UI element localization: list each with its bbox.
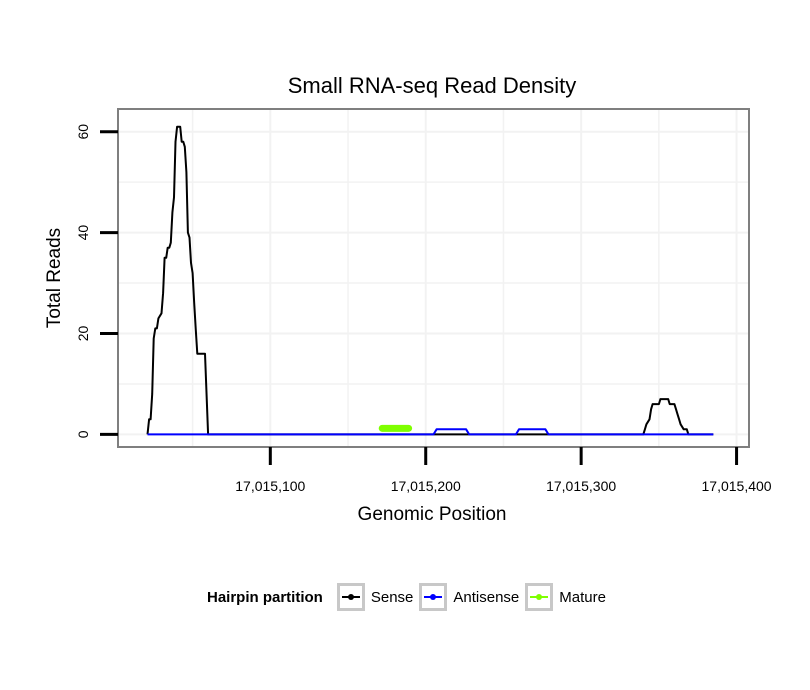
y-axis-label: Total Reads [44, 228, 65, 328]
legend-item-sense: Sense [336, 583, 414, 611]
plot-border [117, 108, 750, 448]
legend-label-antisense: Antisense [453, 588, 520, 606]
legend: Hairpin partition Sense Antisense Mature [207, 580, 612, 614]
grid-lines [118, 109, 749, 447]
chart-title: Small RNA-seq Read Density [288, 73, 577, 98]
legend-title: Hairpin partition [207, 588, 323, 606]
series-lines [146, 125, 714, 436]
legend-key-antisense [419, 583, 448, 611]
y-tick-label: 60 [75, 124, 91, 140]
legend-item-antisense: Antisense [419, 583, 519, 611]
x-tick-label: 17,015,400 [702, 478, 772, 494]
legend-dot-sense [347, 594, 354, 600]
y-tick-label: 20 [75, 325, 91, 341]
legend-key-sense [336, 583, 365, 611]
y-tick-label: 40 [75, 225, 91, 241]
x-axis-label: Genomic Position [358, 504, 507, 525]
legend-key-mature [525, 583, 554, 611]
legend-label-mature: Mature [559, 588, 606, 606]
legend-item-mature: Mature [525, 583, 606, 611]
x-tick-label: 17,015,100 [235, 478, 305, 494]
legend-dot-mature [536, 594, 543, 600]
legend-dot-antisense [430, 594, 437, 600]
y-tick-label: 0 [75, 430, 91, 438]
axes: 17,015,100 17,015,200 17,015,300 17,015,400… [75, 124, 772, 494]
x-tick-label: 17,015,300 [546, 478, 616, 494]
series-antisense-line [147, 428, 714, 436]
x-tick-label: 17,015,200 [391, 478, 461, 494]
series-sense-line [146, 125, 714, 436]
legend-label-sense: Sense [370, 588, 414, 606]
